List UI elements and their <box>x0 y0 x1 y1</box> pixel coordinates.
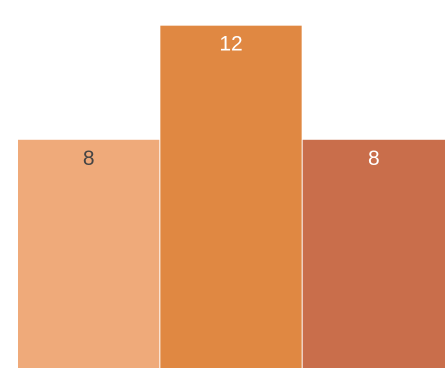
bar-2 <box>160 25 302 369</box>
bar-2-value-label: 12 <box>219 33 242 56</box>
bar-1-value-label: 8 <box>83 147 95 170</box>
bar-1 <box>18 139 160 368</box>
bar-3-value-label: 8 <box>368 147 380 170</box>
data-labels-group: 8 12 8 <box>83 33 380 170</box>
bars-group <box>18 25 445 369</box>
bar-3 <box>302 139 445 368</box>
